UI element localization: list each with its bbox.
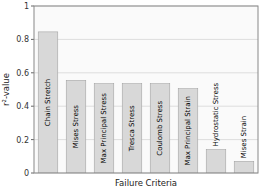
category-label: Hydrostatic Stress (212, 82, 220, 146)
y-tick-label: 0.4 (16, 102, 29, 111)
chart: 0 0.2 0.4 0.6 0.8 1 Chain Stretch Mises Stress M… (0, 0, 264, 191)
y-tick-label: 0.6 (16, 69, 29, 78)
category-label: Max Principal Stress (100, 93, 108, 164)
bar (66, 80, 86, 173)
category-label: Max Principal Strain (184, 96, 192, 166)
category-label: Mises Strain (240, 116, 248, 159)
category-label: Tresca Stress (128, 105, 136, 152)
y-tick-label: 1 (24, 2, 29, 11)
bar (234, 161, 254, 173)
bar (94, 84, 114, 173)
bar (122, 84, 142, 173)
y-tick-label: 0 (24, 169, 29, 178)
bars (38, 32, 254, 173)
category-label: Coulomb Stress (156, 101, 164, 156)
y-tick-label: 0.8 (16, 35, 29, 44)
category-label: Mises Stress (72, 105, 80, 149)
bar (150, 84, 170, 173)
grid-line (34, 72, 258, 73)
category-label: Chain Stretch (44, 79, 52, 126)
plot-area (34, 6, 258, 173)
y-tick-label: 0.2 (16, 136, 29, 145)
bar (206, 150, 226, 173)
grid-line (34, 39, 258, 40)
x-axis-label: Failure Criteria (115, 178, 177, 188)
plot-frame (34, 6, 258, 173)
bar (38, 32, 58, 173)
y-axis-label: r²-value (1, 73, 11, 106)
bar (178, 89, 198, 173)
